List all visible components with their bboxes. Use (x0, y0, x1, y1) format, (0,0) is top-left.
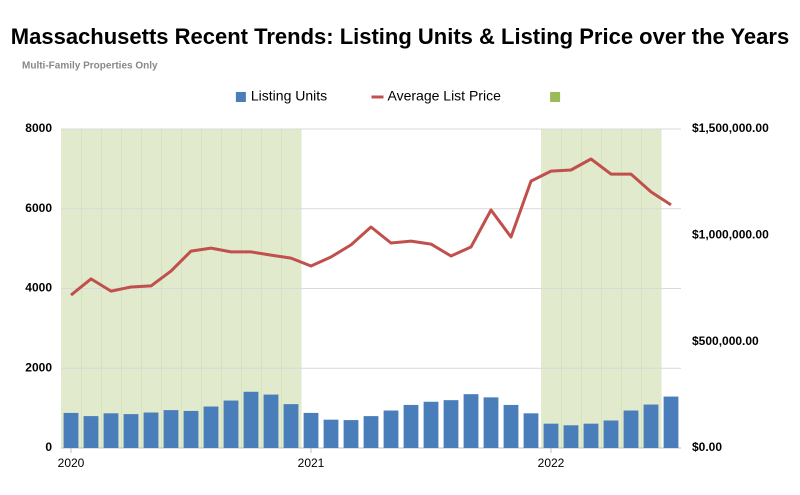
chart-title: Massachusetts Recent Trends: Listing Uni… (11, 24, 789, 49)
y-tick-label: 8000 (25, 121, 52, 135)
bar (283, 404, 299, 448)
bar (503, 404, 519, 448)
y2-tick-label: $0.00 (692, 440, 722, 454)
y2-tick-label: $500,000.00 (692, 334, 759, 348)
bar (183, 410, 199, 448)
bar (143, 412, 159, 448)
bar (223, 400, 239, 448)
bar (623, 410, 639, 448)
x-tick-label: 2020 (58, 456, 85, 470)
bar (303, 412, 319, 448)
bar (343, 420, 359, 448)
x-tick-label: 2022 (538, 456, 565, 470)
bar (663, 396, 679, 448)
bar (543, 423, 559, 448)
bar (63, 412, 79, 448)
bar (363, 416, 379, 448)
bar (263, 394, 279, 448)
bar (123, 414, 139, 448)
line (70, 157, 672, 297)
y-tick-label: 6000 (25, 201, 52, 215)
legend-swatch (550, 92, 561, 102)
bar (83, 416, 99, 448)
bar (163, 410, 179, 448)
bar (583, 423, 599, 448)
y2-tick-label: $1,000,000.00 (692, 228, 769, 242)
mark-layer (63, 157, 679, 448)
y-tick-label: 2000 (25, 360, 52, 374)
bar (523, 413, 539, 448)
bar (483, 397, 499, 448)
legend-swatch (235, 92, 246, 102)
bar (643, 404, 659, 448)
chart-subtitle: Multi-Family Properties Only (22, 61, 158, 72)
bar (243, 391, 259, 448)
bar (383, 410, 399, 448)
x-tick-label: 2021 (298, 456, 325, 470)
legend-label: Average List Price (388, 88, 502, 104)
bar (203, 406, 219, 448)
bar (563, 425, 579, 448)
bar (603, 420, 619, 448)
bar (463, 394, 479, 448)
bar (423, 401, 439, 448)
y2-tick-label: $1,500,000.00 (692, 121, 769, 135)
y-tick-label: 4000 (25, 281, 52, 295)
legend-label: Listing Units (251, 88, 327, 104)
bar (443, 400, 459, 448)
bar (403, 404, 419, 448)
y-tick-label: 0 (45, 440, 52, 454)
bar (103, 413, 119, 448)
bar (323, 419, 339, 448)
